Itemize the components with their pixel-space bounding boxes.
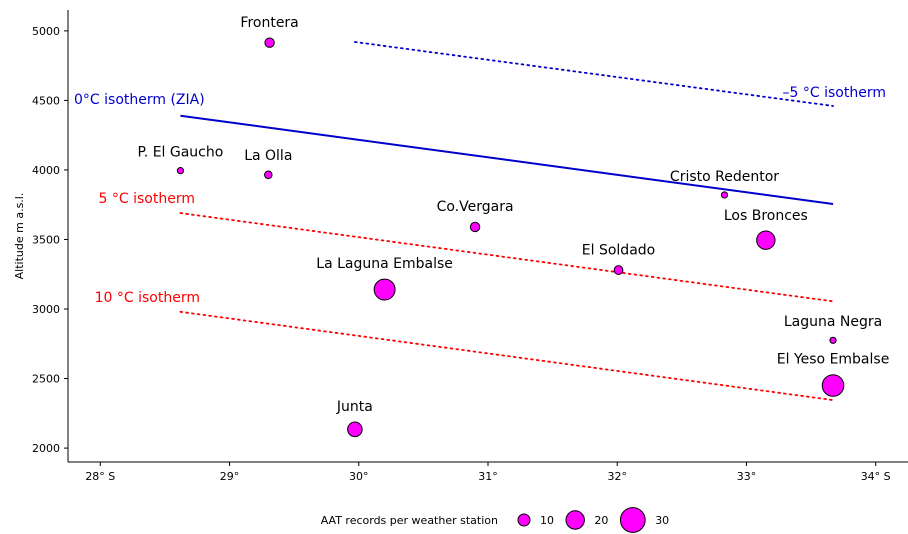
x-tick-label: 34° S [861, 470, 891, 483]
y-tick-label: 2000 [32, 442, 60, 455]
station-marker [264, 37, 275, 48]
y-tick-label: 4000 [32, 164, 60, 177]
isotherm-label: 0°C isotherm (ZIA) [74, 92, 205, 108]
legend-size-marker [619, 507, 646, 533]
station-marker [176, 167, 185, 175]
station-label: P. El Gaucho [138, 145, 224, 161]
station-label: El Yeso Embalse [777, 352, 890, 368]
y-tick-label: 2500 [32, 373, 60, 386]
isotherm-label: 5 °C isotherm [99, 191, 195, 207]
station-label: Junta [336, 399, 373, 415]
station-marker [264, 170, 273, 180]
station-label: Laguna Negra [784, 314, 882, 330]
legend-size-marker [565, 510, 585, 530]
plot-area: –5 °C isotherm 0°C isotherm (ZIA) 5 °C iso… [32, 10, 908, 483]
legend-size-marker [517, 513, 531, 527]
x-axis-ticks: 28° S 29° 30° 31° 32° 33° 34° S [85, 462, 891, 483]
station-label: El Soldado [582, 243, 655, 259]
legend-size-label: 20 [594, 514, 608, 527]
isotherm-line [180, 114, 834, 206]
station-marker [373, 278, 396, 301]
station-marker [347, 421, 363, 438]
x-tick-label: 32° [607, 470, 627, 483]
legend: AAT records per weather station 10 20 30 [321, 507, 669, 533]
station-label: La Olla [244, 148, 292, 164]
isotherm-line [179, 310, 834, 402]
y-axis-ticks: 2000 2500 3000 3500 4000 4500 5000 [32, 25, 68, 455]
station-markers: Frontera P. El Gaucho La Olla Co.Vergara Cri… [138, 15, 890, 438]
y-axis-title: Altitude m a.s.l. [13, 193, 26, 280]
x-tick-label: 30° [349, 470, 369, 483]
station-marker [720, 191, 729, 199]
station-marker [829, 336, 837, 344]
x-tick-label: 31° [478, 470, 498, 483]
isotherm-line [179, 212, 834, 303]
y-tick-label: 4500 [32, 94, 60, 107]
legend-size-label: 30 [655, 514, 669, 527]
station-label: La Laguna Embalse [316, 256, 453, 272]
station-marker [469, 221, 481, 233]
y-tick-label: 3500 [32, 233, 60, 246]
station-marker [613, 265, 624, 275]
x-tick-label: 33° [737, 470, 757, 483]
y-tick-label: 5000 [32, 25, 60, 38]
isotherm-line [353, 41, 834, 107]
station-label: Cristo Redentor [670, 169, 779, 185]
x-tick-label: 28° S [85, 470, 115, 483]
legend-title: AAT records per weather station [321, 514, 498, 527]
isotherm-lines: –5 °C isotherm 0°C isotherm (ZIA) 5 °C iso… [74, 41, 886, 402]
x-tick-label: 29° [220, 470, 240, 483]
station-marker [756, 230, 776, 250]
y-tick-label: 3000 [32, 303, 60, 316]
station-label: Los Bronces [724, 208, 808, 224]
isotherm-label: –5 °C isotherm [783, 85, 886, 101]
station-label: Frontera [240, 15, 298, 31]
station-marker [821, 374, 845, 397]
isotherm-label: 10 °C isotherm [95, 290, 200, 306]
legend-size-label: 10 [540, 514, 554, 527]
station-label: Co.Vergara [437, 199, 514, 215]
